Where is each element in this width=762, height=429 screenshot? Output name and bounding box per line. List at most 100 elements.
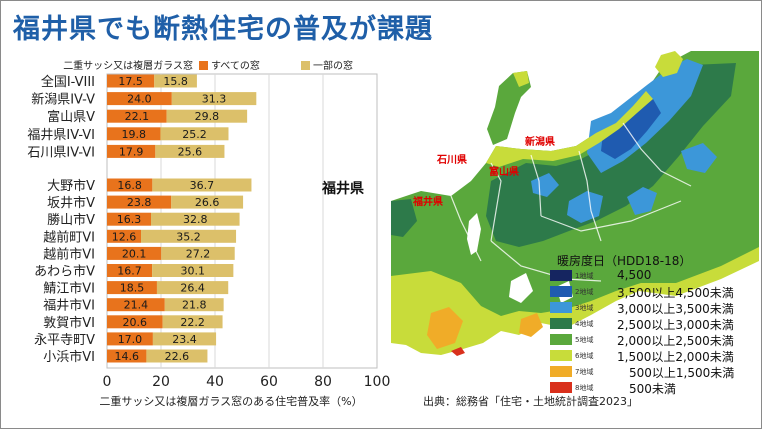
legend-label-some-windows: 一部の窓 [313,59,353,72]
bar-all-windows-11 [107,281,157,295]
data-label-all-windows-13: 20.6 [123,316,148,329]
data-label-all-windows-15: 14.6 [114,350,139,363]
map-legend-item: 3地域 3,000以上3,500未満 [550,301,760,316]
bar-all-windows-9 [107,246,162,260]
map-legend-title: 暖房度日（HDD18-18） [557,254,692,268]
bar-some-windows-5 [152,178,252,192]
bar-some-windows-10 [152,264,234,277]
map-legend-swatch [550,382,572,393]
slide-title: 福井県でも断熱住宅の普及が課題 [13,14,433,45]
data-label-some-windows-4: 25.6 [178,145,203,158]
map-label-toyama: 富山県 [489,165,519,178]
map-legend-item: 4地域 2,500以上3,000未満 [550,317,760,332]
map-legend-swatch [550,350,572,361]
bar-some-windows-2 [166,109,248,123]
map-legend-swatch [550,302,572,313]
category-label-12: 福井市VI [43,298,95,314]
category-label-1: 新潟県IV-V [31,92,95,108]
data-label-some-windows-13: 22.2 [180,316,205,329]
data-label-some-windows-11: 26.4 [180,282,205,295]
map-legend-code: 1地域 [575,272,594,280]
x-tick-label-2: 40 [206,374,224,390]
bar-all-windows-5 [107,178,153,192]
data-label-all-windows-4: 17.9 [119,145,144,158]
category-label-8: 越前町VI [43,229,95,245]
data-label-some-windows-0: 15.8 [163,75,188,88]
bar-some-windows-3 [160,127,229,141]
map-legend-code: 7地域 [575,368,594,376]
map-legend-item: 7地域 500以上1,500未満 [550,365,760,380]
bar-all-windows-13 [107,315,163,329]
data-label-some-windows-8: 35.2 [176,230,201,243]
data-label-all-windows-7: 16.3 [117,213,142,226]
data-label-some-windows-1: 31.3 [202,93,227,106]
category-label-6: 坂井市V [47,195,95,211]
data-label-all-windows-6: 23.8 [127,196,152,209]
x-axis-label: 二重サッシ又は複層ガラス窓のある住宅普及率（%） [99,394,362,408]
data-label-some-windows-5: 36.7 [190,179,215,192]
category-label-0: 全国I-VIII [41,74,95,90]
bar-some-windows-4 [155,144,225,158]
heating-region-map: 新潟県 富山県 石川県 福井県 [391,51,759,381]
bar-some-windows-11 [156,281,229,295]
bar-all-windows-0 [107,74,155,88]
bar-all-windows-8 [107,229,142,243]
map-legend-range: 2,000以上2,500未満 [617,334,734,348]
category-label-3: 福井県IV-VI [27,128,95,143]
map-legend-range: 500以上1,500未満 [629,366,735,380]
data-label-all-windows-3: 19.8 [121,128,146,141]
bar-all-windows-12 [107,298,165,312]
map-legend-code: 6地域 [575,352,594,360]
bar-all-windows-10 [107,264,153,277]
map-legend-code: 8地域 [575,384,594,392]
map-legend-range: 2,500以上3,000未満 [617,318,734,332]
legend-swatch-all-windows [199,61,208,70]
source-note: 出典：総務省「住宅・土地統計調査2023」 [423,395,638,408]
map-legend-swatch [550,270,572,281]
map-legend-range: 4,500 [617,268,652,282]
legend-swatch-some-windows [301,61,310,70]
data-label-all-windows-2: 22.1 [125,110,150,123]
data-label-all-windows-14: 17.0 [118,333,143,346]
bar-some-windows-13 [162,315,223,329]
map-legend-item: 5地域 2,000以上2,500未満 [550,333,760,348]
data-label-all-windows-11: 18.5 [120,282,145,295]
x-tick-label-5: 100 [364,374,391,390]
map-legend-code: 2地域 [575,288,594,296]
data-label-some-windows-12: 21.8 [182,299,207,312]
data-label-all-windows-8: 12.6 [112,230,137,243]
x-tick-label-3: 60 [260,374,278,390]
data-label-some-windows-7: 32.8 [183,213,208,226]
bar-some-windows-8 [141,229,237,243]
data-label-some-windows-2: 29.8 [195,110,220,123]
map-legend-range: 3,000以上3,500未満 [617,302,734,316]
data-label-all-windows-0: 17.5 [118,75,143,88]
data-label-some-windows-15: 22.6 [165,350,190,363]
map-legend-code: 3地域 [575,304,594,312]
category-label-14: 永平寺町V [34,333,95,348]
bar-all-windows-6 [107,195,172,209]
map-label-niigata: 新潟県 [525,135,555,148]
category-label-2: 富山県V [47,109,95,125]
bar-some-windows-9 [161,246,235,260]
bar-all-windows-2 [107,109,167,123]
x-tick-label-0: 0 [103,374,112,390]
data-label-all-windows-9: 20.1 [122,247,147,260]
bar-some-windows-1 [171,92,257,106]
data-label-some-windows-10: 30.1 [180,265,205,278]
map-legend-swatch [550,318,572,329]
bar-some-windows-6 [171,195,244,209]
map-legend-code: 4地域 [575,320,594,328]
map-label-fukui: 福井県 [412,195,443,208]
category-label-4: 石川県IV-VI [27,145,95,160]
category-label-13: 敦賀市VI [43,315,95,331]
map-legend-code: 5地域 [575,336,594,344]
bar-some-windows-15 [146,349,208,363]
data-label-some-windows-3: 25.2 [182,128,207,141]
legend-label-all-windows: すべての窓 [211,59,260,72]
bar-some-windows-7 [151,212,240,226]
bar-some-windows-0 [154,74,197,88]
map-legend-swatch [550,334,572,345]
bar-all-windows-3 [107,127,161,141]
